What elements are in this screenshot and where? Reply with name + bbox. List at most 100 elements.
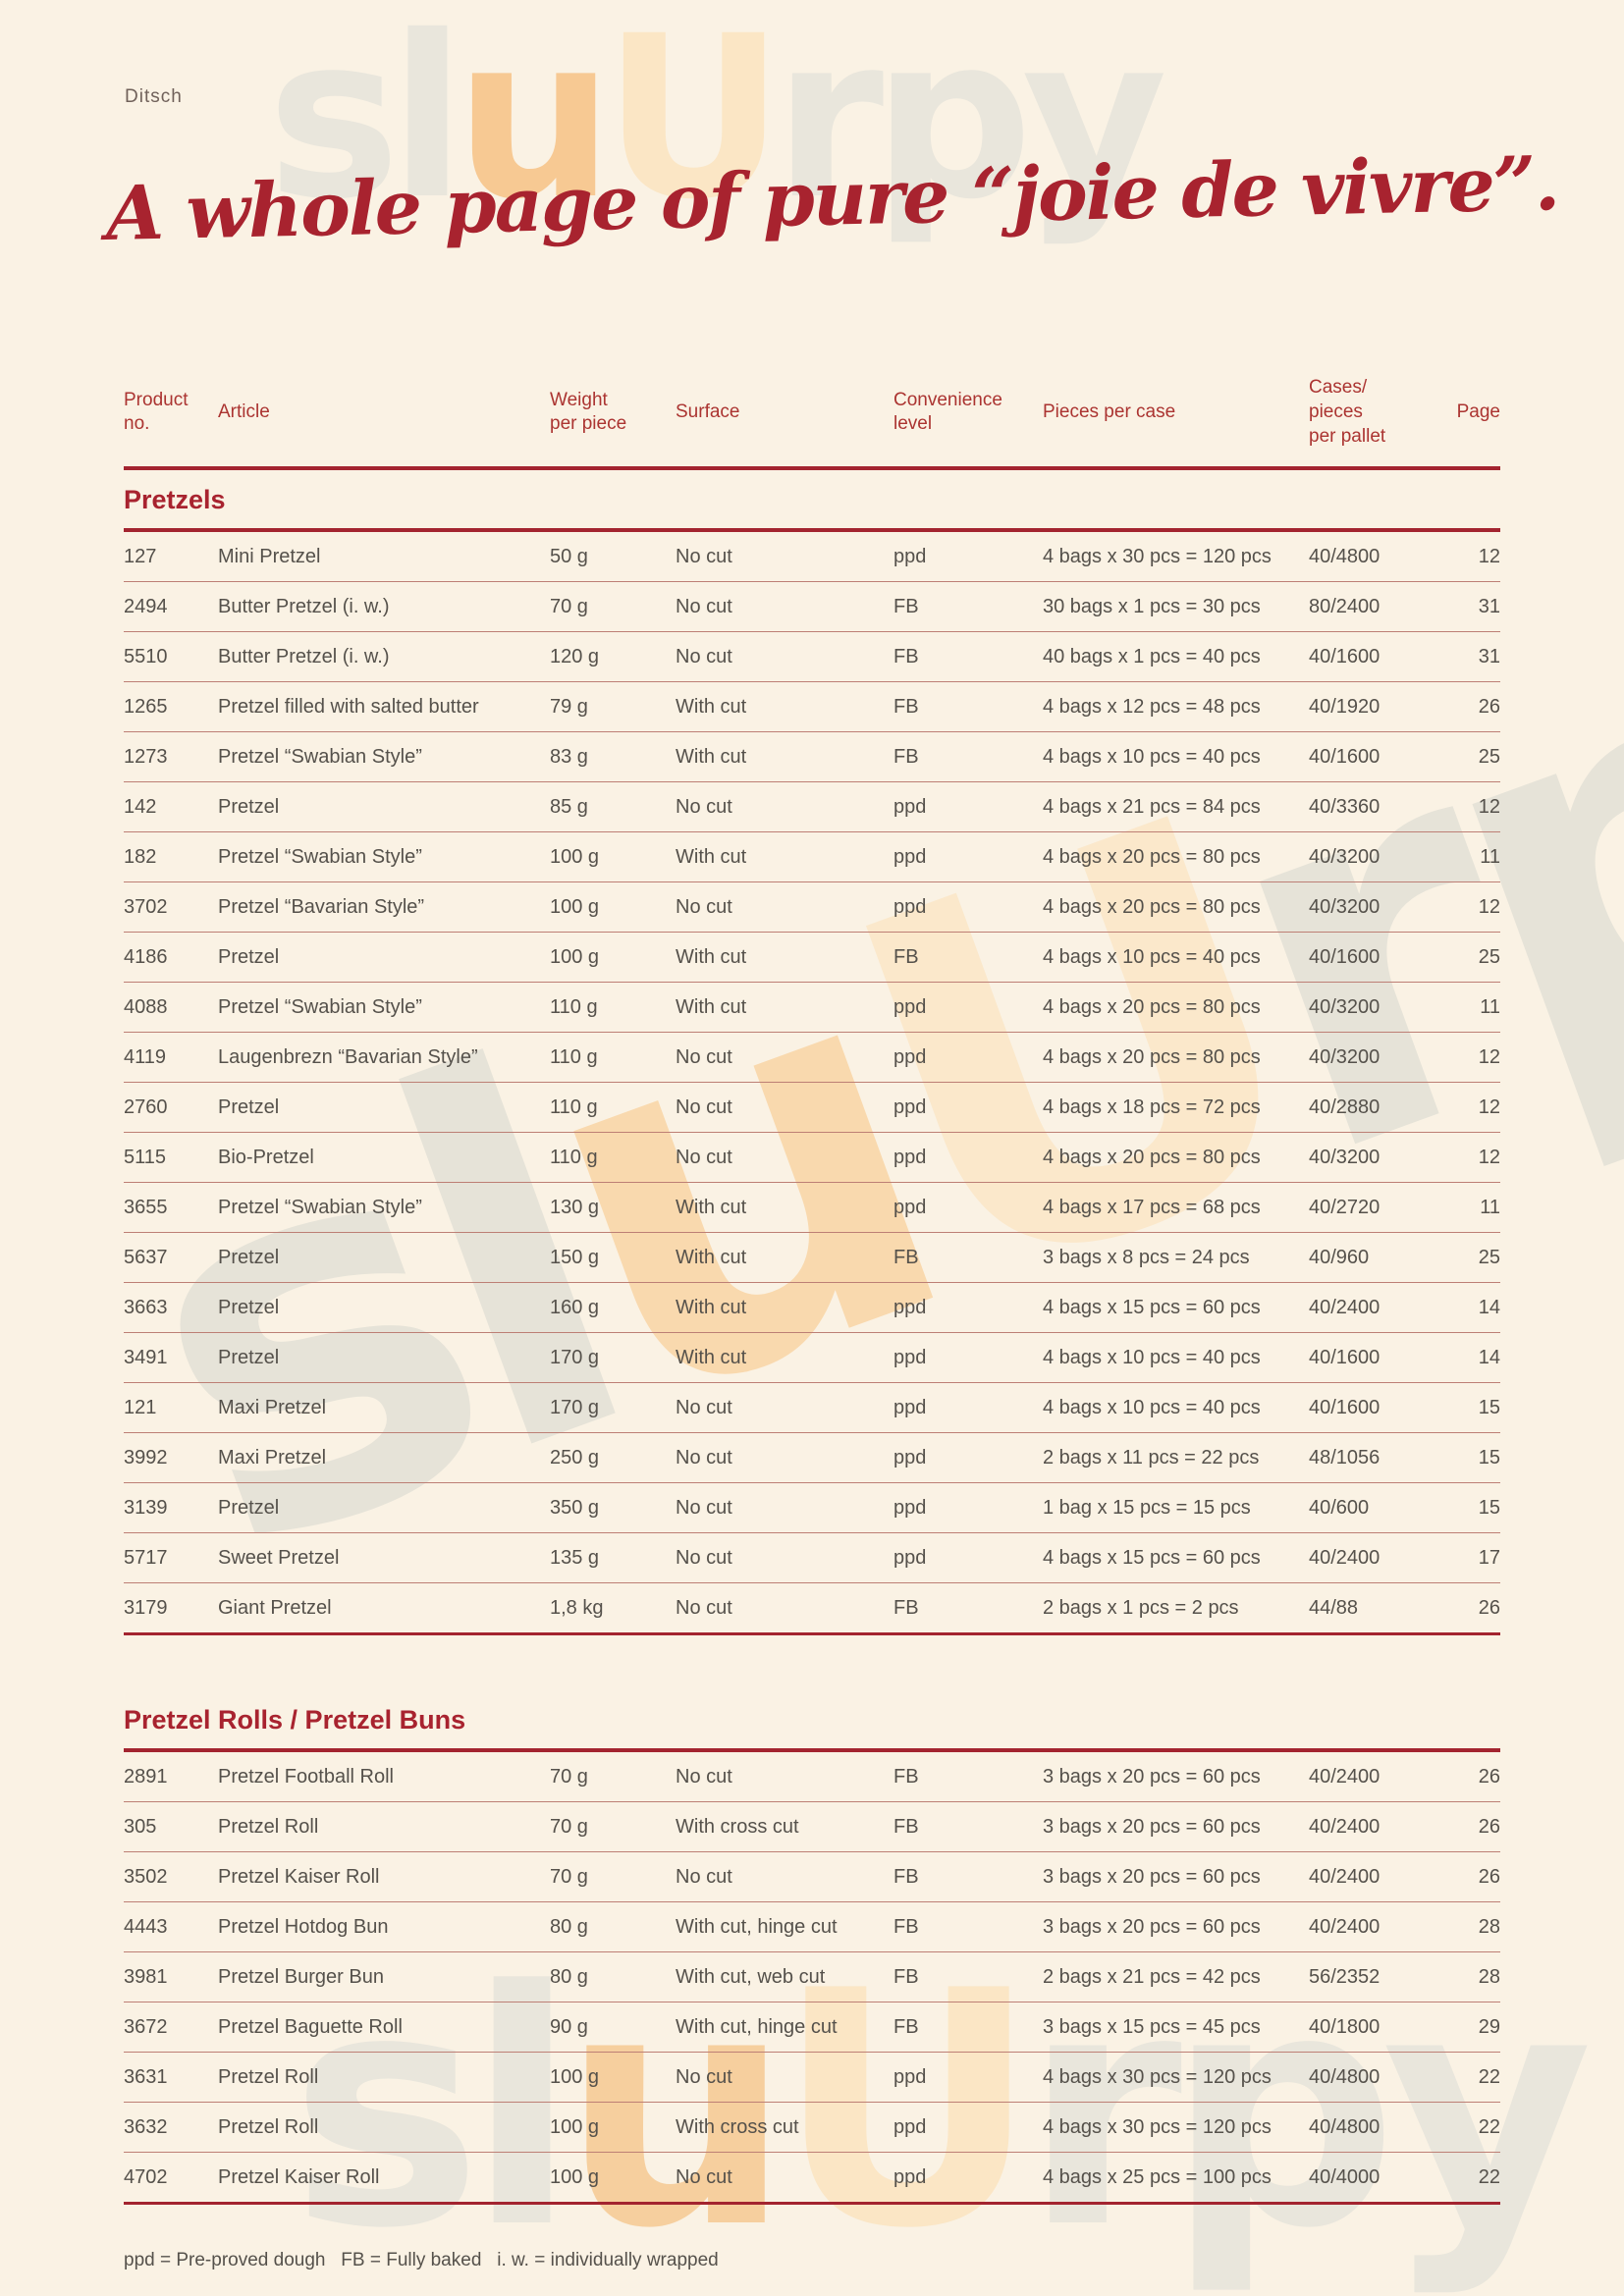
- table-row: 1273 Pretzel “Swabian Style” 83 g With cut F…: [124, 732, 1500, 783]
- cell-article: Pretzel filled with salted butter: [218, 695, 479, 718]
- cell-convenience: ppd: [893, 1146, 927, 1168]
- cell-product-no: 4119: [124, 1045, 167, 1068]
- column-header-cases-per-pallet: Cases/ pieces per pallet: [1309, 377, 1386, 447]
- cell-convenience: ppd: [893, 895, 927, 918]
- cell-cases-per-pallet: 40/960: [1309, 1246, 1370, 1268]
- product-table: Product no. Article Weight per piece Surfac…: [124, 370, 1500, 2206]
- cell-page: 11: [1480, 845, 1500, 868]
- cell-product-no: 2891: [124, 1765, 168, 1788]
- cell-page: 14: [1478, 1296, 1500, 1318]
- cell-convenience: ppd: [893, 2115, 927, 2138]
- cell-convenience: FB: [893, 595, 919, 617]
- cell-pieces-per-case: 4 bags x 15 pcs = 60 pcs: [1043, 1296, 1261, 1318]
- cell-product-no: 3491: [124, 1346, 168, 1368]
- cell-page: 17: [1478, 1546, 1500, 1569]
- cell-product-no: 305: [124, 1815, 157, 1838]
- cell-product-no: 4088: [124, 995, 168, 1018]
- cell-page: 26: [1478, 1596, 1500, 1619]
- table-section: Pretzels 127 Mini Pretzel 50 g No cut ppd 4 ba…: [124, 470, 1500, 1636]
- table-row: 5717 Sweet Pretzel 135 g No cut ppd 4 bags x …: [124, 1533, 1500, 1584]
- cell-page: 12: [1478, 1095, 1500, 1118]
- column-header-article: Article: [218, 401, 270, 423]
- cell-pieces-per-case: 3 bags x 20 pcs = 60 pcs: [1043, 1915, 1261, 1938]
- watermark-text: U: [602, 0, 785, 248]
- watermark-text: u: [455, 0, 614, 248]
- cell-cases-per-pallet: 40/3200: [1309, 1146, 1380, 1168]
- cell-surface: No cut: [676, 645, 732, 667]
- cell-convenience: ppd: [893, 1045, 927, 1068]
- cell-weight: 100 g: [550, 845, 600, 868]
- cell-convenience: ppd: [893, 1446, 927, 1468]
- cell-pieces-per-case: 4 bags x 17 pcs = 68 pcs: [1043, 1196, 1261, 1218]
- cell-pieces-per-case: 3 bags x 8 pcs = 24 pcs: [1043, 1246, 1250, 1268]
- cell-convenience: ppd: [893, 2065, 927, 2088]
- cell-weight: 100 g: [550, 945, 600, 968]
- cell-cases-per-pallet: 40/600: [1309, 1496, 1370, 1519]
- cell-surface: No cut: [676, 2165, 732, 2188]
- cell-pieces-per-case: 1 bag x 15 pcs = 15 pcs: [1043, 1496, 1251, 1519]
- cell-convenience: FB: [893, 1965, 919, 1988]
- cell-article: Pretzel Kaiser Roll: [218, 1865, 380, 1888]
- table-row: 1265 Pretzel filled with salted butter 79 …: [124, 682, 1500, 733]
- cell-article: Mini Pretzel: [218, 545, 321, 567]
- cell-page: 25: [1478, 945, 1500, 968]
- cell-pieces-per-case: 4 bags x 25 pcs = 100 pcs: [1043, 2165, 1272, 2188]
- cell-cases-per-pallet: 40/2400: [1309, 1915, 1380, 1938]
- cell-page: 25: [1478, 1246, 1500, 1268]
- cell-cases-per-pallet: 40/1600: [1309, 645, 1380, 667]
- cell-pieces-per-case: 4 bags x 20 pcs = 80 pcs: [1043, 1146, 1261, 1168]
- cell-cases-per-pallet: 40/2400: [1309, 1865, 1380, 1888]
- cell-weight: 150 g: [550, 1246, 600, 1268]
- cell-product-no: 3631: [124, 2065, 168, 2088]
- cell-pieces-per-case: 3 bags x 15 pcs = 45 pcs: [1043, 2015, 1261, 2038]
- cell-weight: 85 g: [550, 795, 588, 818]
- cell-weight: 250 g: [550, 1446, 600, 1468]
- cell-pieces-per-case: 4 bags x 12 pcs = 48 pcs: [1043, 695, 1261, 718]
- cell-cases-per-pallet: 40/1600: [1309, 945, 1380, 968]
- cell-cases-per-pallet: 40/2400: [1309, 1815, 1380, 1838]
- cell-page: 22: [1478, 2065, 1500, 2088]
- cell-cases-per-pallet: 40/1600: [1309, 1396, 1380, 1418]
- cell-product-no: 5115: [124, 1146, 167, 1168]
- cell-convenience: FB: [893, 695, 919, 718]
- table-row: 3179 Giant Pretzel 1,8 kg No cut FB 2 bags x …: [124, 1583, 1500, 1636]
- cell-cases-per-pallet: 40/3360: [1309, 795, 1380, 818]
- cell-surface: No cut: [676, 795, 732, 818]
- table-row: 3632 Pretzel Roll 100 g With cross cut ppd 4 …: [124, 2103, 1500, 2154]
- table-section: Pretzel Rolls / Pretzel Buns 2891 Pretzel …: [124, 1690, 1500, 2206]
- cell-pieces-per-case: 4 bags x 18 pcs = 72 pcs: [1043, 1095, 1261, 1118]
- cell-article: Pretzel Roll: [218, 2115, 319, 2138]
- cell-cases-per-pallet: 40/1800: [1309, 2015, 1380, 2038]
- cell-product-no: 3992: [124, 1446, 168, 1468]
- cell-cases-per-pallet: 40/2880: [1309, 1095, 1380, 1118]
- cell-article: Pretzel: [218, 945, 280, 968]
- cell-product-no: 142: [124, 795, 157, 818]
- cell-surface: No cut: [676, 1596, 732, 1619]
- cell-weight: 350 g: [550, 1496, 600, 1519]
- table-row: 5510 Butter Pretzel (i. w.) 120 g No cut FB 4…: [124, 632, 1500, 683]
- table-header-row: Product no. Article Weight per piece Surfac…: [124, 370, 1500, 471]
- cell-cases-per-pallet: 40/3200: [1309, 895, 1380, 918]
- cell-article: Pretzel: [218, 1095, 280, 1118]
- cell-convenience: ppd: [893, 1296, 927, 1318]
- cell-weight: 1,8 kg: [550, 1596, 604, 1619]
- cell-pieces-per-case: 4 bags x 20 pcs = 80 pcs: [1043, 895, 1261, 918]
- cell-article: Pretzel: [218, 1246, 280, 1268]
- cell-weight: 79 g: [550, 695, 588, 718]
- cell-article: Pretzel Roll: [218, 2065, 319, 2088]
- table-row: 4702 Pretzel Kaiser Roll 100 g No cut ppd 4 b…: [124, 2153, 1500, 2206]
- brand-wordmark: Ditsch: [125, 86, 183, 107]
- table-row: 3139 Pretzel 350 g No cut ppd 1 bag x 15 pcs …: [124, 1483, 1500, 1534]
- cell-surface: No cut: [676, 1146, 732, 1168]
- table-row: 3981 Pretzel Burger Bun 80 g With cut, web …: [124, 1952, 1500, 2003]
- cell-product-no: 4443: [124, 1915, 168, 1938]
- cell-pieces-per-case: 40 bags x 1 pcs = 40 pcs: [1043, 645, 1261, 667]
- cell-surface: No cut: [676, 895, 732, 918]
- cell-product-no: 3702: [124, 895, 168, 918]
- table-row: 127 Mini Pretzel 50 g No cut ppd 4 bags x 30 …: [124, 532, 1500, 583]
- cell-product-no: 3655: [124, 1196, 168, 1218]
- cell-page: 25: [1478, 745, 1500, 768]
- cell-pieces-per-case: 4 bags x 10 pcs = 40 pcs: [1043, 1396, 1261, 1418]
- table-row: 121 Maxi Pretzel 170 g No cut ppd 4 bags x 10…: [124, 1383, 1500, 1434]
